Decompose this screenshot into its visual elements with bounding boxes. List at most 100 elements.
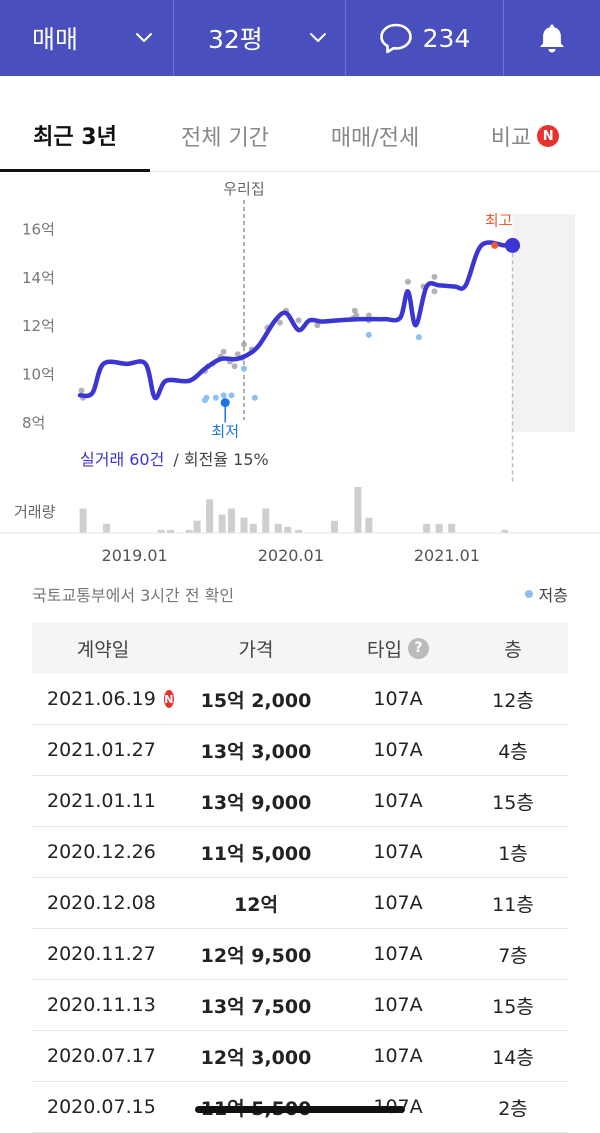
transaction-point — [351, 307, 358, 314]
chevron-down-icon — [136, 33, 152, 42]
volume-bar — [227, 508, 235, 533]
row-floor: 1층 — [498, 842, 528, 865]
low-point — [220, 398, 230, 408]
table-row[interactable]: 2021.01.27 13억 3,000 107A 4층 — [32, 725, 568, 776]
row-price: 13억 9,000 — [200, 791, 312, 814]
tab-compare[interactable]: 비교 N — [450, 100, 600, 172]
row-type: 107A — [373, 892, 423, 914]
high-label: 최고 — [485, 211, 513, 229]
x-tick-label: 2019.01 — [101, 546, 168, 565]
volume-bar — [240, 517, 248, 533]
tab-label: 전체 기간 — [181, 126, 269, 151]
current-price-point — [505, 237, 521, 253]
row-floor: 15층 — [492, 995, 534, 1018]
transaction-point — [295, 317, 302, 324]
date-text: 2020.11.27 — [47, 943, 156, 965]
volume-bar — [103, 523, 111, 533]
y-tick-label: 16억 — [22, 221, 55, 239]
volume-bar — [249, 523, 257, 533]
date-text: 2021.06.19 — [47, 688, 156, 710]
legend-label: 저층 — [538, 586, 568, 605]
volume-bar — [295, 529, 303, 533]
header-type-label: 타입 — [367, 638, 402, 661]
volume-bar — [435, 523, 443, 533]
row-floor: 14층 — [492, 1046, 534, 1069]
legend-dot — [524, 590, 533, 598]
new-badge: N — [163, 690, 174, 708]
volume-bar — [274, 523, 282, 533]
tab-recent-3-years[interactable]: 최근 3년 — [0, 100, 150, 172]
row-price: 15억 2,000 — [200, 689, 312, 712]
transaction-point — [431, 288, 438, 295]
transaction-point — [431, 273, 438, 280]
low-floor-point — [228, 392, 235, 399]
size-label: 32평 — [208, 25, 263, 54]
volume-bar — [331, 520, 339, 533]
comment-count: 234 — [422, 23, 471, 53]
row-type: 107A — [373, 841, 423, 863]
volume-bar — [354, 487, 362, 533]
comments-button[interactable]: 234 — [346, 0, 504, 76]
table-row[interactable]: 2020.11.27 12억 9,500 107A 7층 — [32, 929, 568, 980]
trade-type-select[interactable]: 매매 — [0, 0, 174, 76]
transaction-point — [404, 278, 411, 285]
table-row[interactable]: 2021.06.19 N 15억 2,000 107A 12층 — [32, 674, 568, 725]
table-row[interactable]: 2020.12.26 11억 5,000 107A 1층 — [32, 827, 568, 878]
tab-label: 비교 — [490, 126, 532, 151]
low-floor-legend: 저층 — [524, 582, 568, 606]
volume-bar — [284, 526, 292, 533]
low-floor-point — [240, 365, 247, 372]
volume-bar — [423, 523, 431, 533]
x-tick-label: 2020.01 — [257, 546, 324, 565]
row-date: 2021.06.19 N — [32, 688, 174, 710]
row-floor: 11층 — [492, 893, 534, 916]
date-text: 2020.11.13 — [47, 994, 156, 1016]
transaction-point — [240, 341, 247, 348]
size-select[interactable]: 32평 — [174, 0, 346, 76]
date-text: 2020.07.17 — [47, 1045, 156, 1067]
date-text: 2021.01.27 — [47, 739, 156, 761]
row-floor: 15층 — [492, 791, 534, 814]
row-price: 13억 3,000 — [200, 740, 312, 763]
date-text: 2020.12.26 — [47, 841, 156, 863]
new-badge: N — [537, 125, 560, 147]
volume-bar — [501, 529, 509, 533]
transaction-point — [234, 351, 241, 358]
table-row[interactable]: 2020.11.13 13억 7,500 107A 15층 — [32, 980, 568, 1031]
notification-button[interactable] — [504, 0, 600, 76]
y-tick-label: 10억 — [22, 366, 55, 384]
period-tabs: 최근 3년 전체 기간 매매/전세 비교 N — [0, 100, 600, 172]
row-price: 13억 7,500 — [200, 995, 312, 1018]
volume-bar — [193, 520, 201, 533]
volume-bar — [206, 499, 214, 533]
date-text: 2020.12.08 — [47, 892, 156, 914]
row-date: 2020.12.26 — [32, 841, 174, 863]
low-floor-point — [365, 331, 372, 338]
row-date: 2020.07.15 — [32, 1096, 174, 1118]
row-price: 12억 9,500 — [200, 944, 312, 967]
table-row[interactable]: 2020.12.08 12억 107A 11층 — [32, 878, 568, 929]
tab-sale-jeonse[interactable]: 매매/전세 — [300, 100, 450, 172]
help-icon[interactable]: ? — [407, 637, 429, 659]
price-line — [77, 240, 515, 401]
volume-bar — [157, 529, 165, 533]
row-price: 11억 5,000 — [200, 842, 312, 865]
summary-text: 실거래 60건 / 회전율 15% — [80, 450, 269, 469]
table-row[interactable]: 2020.07.17 12억 3,000 107A 14층 — [32, 1031, 568, 1082]
volume-bar — [365, 517, 373, 533]
tab-label: 매매/전세 — [330, 126, 420, 151]
y-tick-label: 8억 — [22, 414, 45, 432]
header-floor: 층 — [504, 638, 522, 661]
summary-deals: 실거래 60건 — [80, 450, 164, 469]
row-type: 107A — [373, 790, 423, 812]
low-floor-point — [415, 334, 422, 341]
low-floor-point — [220, 392, 227, 399]
x-tick-label: 2021.01 — [413, 546, 481, 565]
low-label: 최저 — [211, 423, 239, 441]
table-row[interactable]: 2021.01.11 13억 9,000 107A 15층 — [32, 776, 568, 827]
transaction-point — [220, 348, 227, 355]
volume-bar — [262, 508, 270, 533]
date-text: 2020.07.15 — [47, 1096, 156, 1118]
tab-all-period[interactable]: 전체 기간 — [150, 100, 300, 172]
